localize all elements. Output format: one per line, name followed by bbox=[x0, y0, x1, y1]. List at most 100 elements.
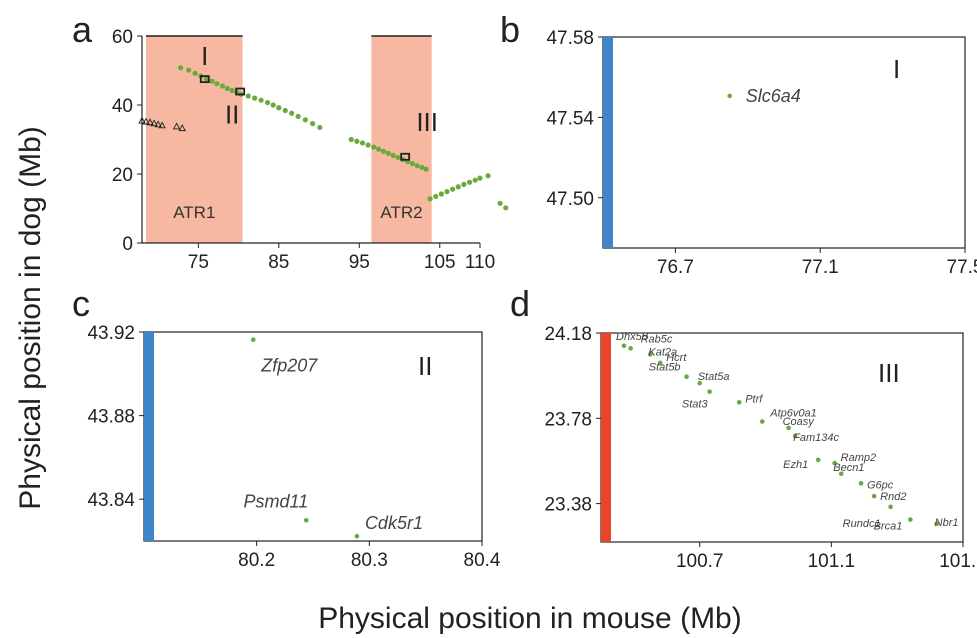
data-point bbox=[621, 343, 627, 349]
c-color-bar bbox=[144, 332, 154, 541]
c-y-tick-label: 43.88 bbox=[87, 407, 135, 428]
c-y-tick-label: 43.84 bbox=[87, 490, 135, 511]
region-label-atr2: ATR2 bbox=[380, 203, 422, 222]
data-point bbox=[295, 113, 301, 119]
triangle-point bbox=[178, 124, 186, 132]
c-y-tick-label: 43.92 bbox=[87, 323, 135, 344]
data-point bbox=[485, 173, 491, 179]
data-point bbox=[371, 144, 377, 150]
data-point bbox=[684, 374, 689, 380]
data-point bbox=[759, 419, 765, 424]
data-point bbox=[310, 121, 316, 127]
data-point bbox=[736, 400, 742, 405]
data-point bbox=[385, 150, 391, 156]
d-y-tick-label: 24.18 bbox=[544, 324, 592, 345]
d-x-tick-label: 100.7 bbox=[676, 551, 724, 572]
data-point bbox=[214, 81, 220, 87]
data-point bbox=[871, 493, 877, 499]
region-label-atr1: ATR1 bbox=[173, 203, 215, 222]
data-point bbox=[276, 105, 282, 111]
gene-label-ramp2: Ramp2 bbox=[841, 452, 876, 464]
data-point bbox=[252, 95, 258, 101]
data-point bbox=[317, 124, 323, 131]
gene-label-stat5b: Stat5b bbox=[649, 362, 681, 374]
data-point bbox=[178, 65, 184, 71]
c-x-tick-label: 80.2 bbox=[238, 550, 275, 571]
data-point bbox=[414, 163, 420, 169]
y-axis-title: Physical position in dog (Mb) bbox=[14, 126, 47, 510]
gene-label-zfp207: Zfp207 bbox=[260, 356, 318, 376]
gene-label-dhx58: Dhx58 bbox=[616, 331, 649, 343]
data-point bbox=[792, 433, 798, 439]
x-axis-title: Physical position in mouse (Mb) bbox=[318, 602, 742, 635]
b-frame bbox=[602, 36, 966, 249]
a-x-tick-label: 95 bbox=[349, 252, 370, 273]
d-x-tick-label: 101.5 bbox=[939, 551, 977, 572]
data-point bbox=[648, 352, 653, 357]
data-point bbox=[461, 181, 467, 187]
data-point bbox=[838, 471, 844, 477]
a-y-tick-label: 60 bbox=[112, 27, 133, 48]
a-y-tick-label: 20 bbox=[112, 165, 133, 186]
triangle-point bbox=[172, 122, 181, 130]
gene-label-coasy: Coasy bbox=[783, 416, 816, 428]
data-point bbox=[503, 205, 509, 211]
gene-label-psmd11: Psmd11 bbox=[244, 491, 309, 511]
panel-b: b Slc6a4 76.7 77.1 77.5 47.50 47.54 47.58 I bbox=[500, 9, 977, 278]
triangle-point bbox=[150, 119, 158, 127]
gene-label-rnd2: Rnd2 bbox=[880, 491, 906, 503]
zoom-label-iii: III bbox=[416, 107, 438, 137]
data-point bbox=[409, 161, 415, 167]
d-y-tick-label: 23.78 bbox=[544, 409, 592, 430]
a-y-tick-label: 0 bbox=[122, 234, 133, 255]
data-point bbox=[472, 177, 478, 183]
data-point bbox=[858, 481, 864, 486]
data-point bbox=[282, 107, 288, 114]
region-band-atr2 bbox=[371, 36, 432, 243]
data-point bbox=[390, 152, 396, 158]
b-x-tick-label: 77.1 bbox=[802, 257, 839, 278]
gene-label-hcrt: Hcrt bbox=[666, 352, 687, 364]
data-point bbox=[224, 85, 230, 92]
zoom-box-ii bbox=[235, 87, 246, 96]
panel-letter-c: c bbox=[72, 283, 90, 324]
a-x-tick-label: 75 bbox=[188, 252, 209, 273]
c-x-tick-label: 80.3 bbox=[351, 550, 388, 571]
zoom-label-i: I bbox=[201, 41, 208, 71]
data-point bbox=[450, 186, 456, 192]
data-point bbox=[192, 70, 198, 76]
a-x-tick-label: 110 bbox=[465, 252, 495, 273]
panel-letter-a: a bbox=[72, 9, 93, 50]
data-point bbox=[354, 533, 360, 539]
gene-label-ezh1: Ezh1 bbox=[783, 459, 808, 471]
data-point bbox=[219, 83, 226, 89]
data-point bbox=[697, 380, 703, 386]
zoom-box-iii bbox=[400, 152, 411, 161]
data-point bbox=[250, 337, 256, 343]
data-point bbox=[209, 78, 215, 84]
data-point bbox=[348, 136, 354, 143]
d-y-tick-label: 23.38 bbox=[544, 495, 592, 516]
zoom-label-ii: II bbox=[225, 100, 239, 130]
data-point bbox=[888, 504, 893, 510]
c-x-tick-label: 80.4 bbox=[464, 550, 501, 571]
b-y-tick-label: 47.50 bbox=[546, 189, 594, 210]
data-point bbox=[908, 517, 913, 522]
data-point bbox=[628, 346, 633, 351]
gene-label-fam134c: Fam134c bbox=[793, 432, 839, 444]
data-point bbox=[832, 460, 837, 466]
data-point bbox=[433, 193, 439, 200]
triangle-point bbox=[146, 118, 154, 126]
b-y-tick-label: 47.58 bbox=[546, 28, 594, 49]
data-point bbox=[438, 191, 444, 197]
data-point bbox=[419, 164, 425, 171]
triangle-point bbox=[154, 120, 162, 128]
gene-label-nbr1: Nbr1 bbox=[935, 517, 959, 529]
b-x-tick-label: 76.7 bbox=[657, 257, 694, 278]
gene-label-kat2a: Kat2a bbox=[648, 346, 677, 358]
data-point bbox=[365, 142, 371, 148]
data-point bbox=[466, 179, 473, 185]
data-point bbox=[380, 148, 387, 154]
